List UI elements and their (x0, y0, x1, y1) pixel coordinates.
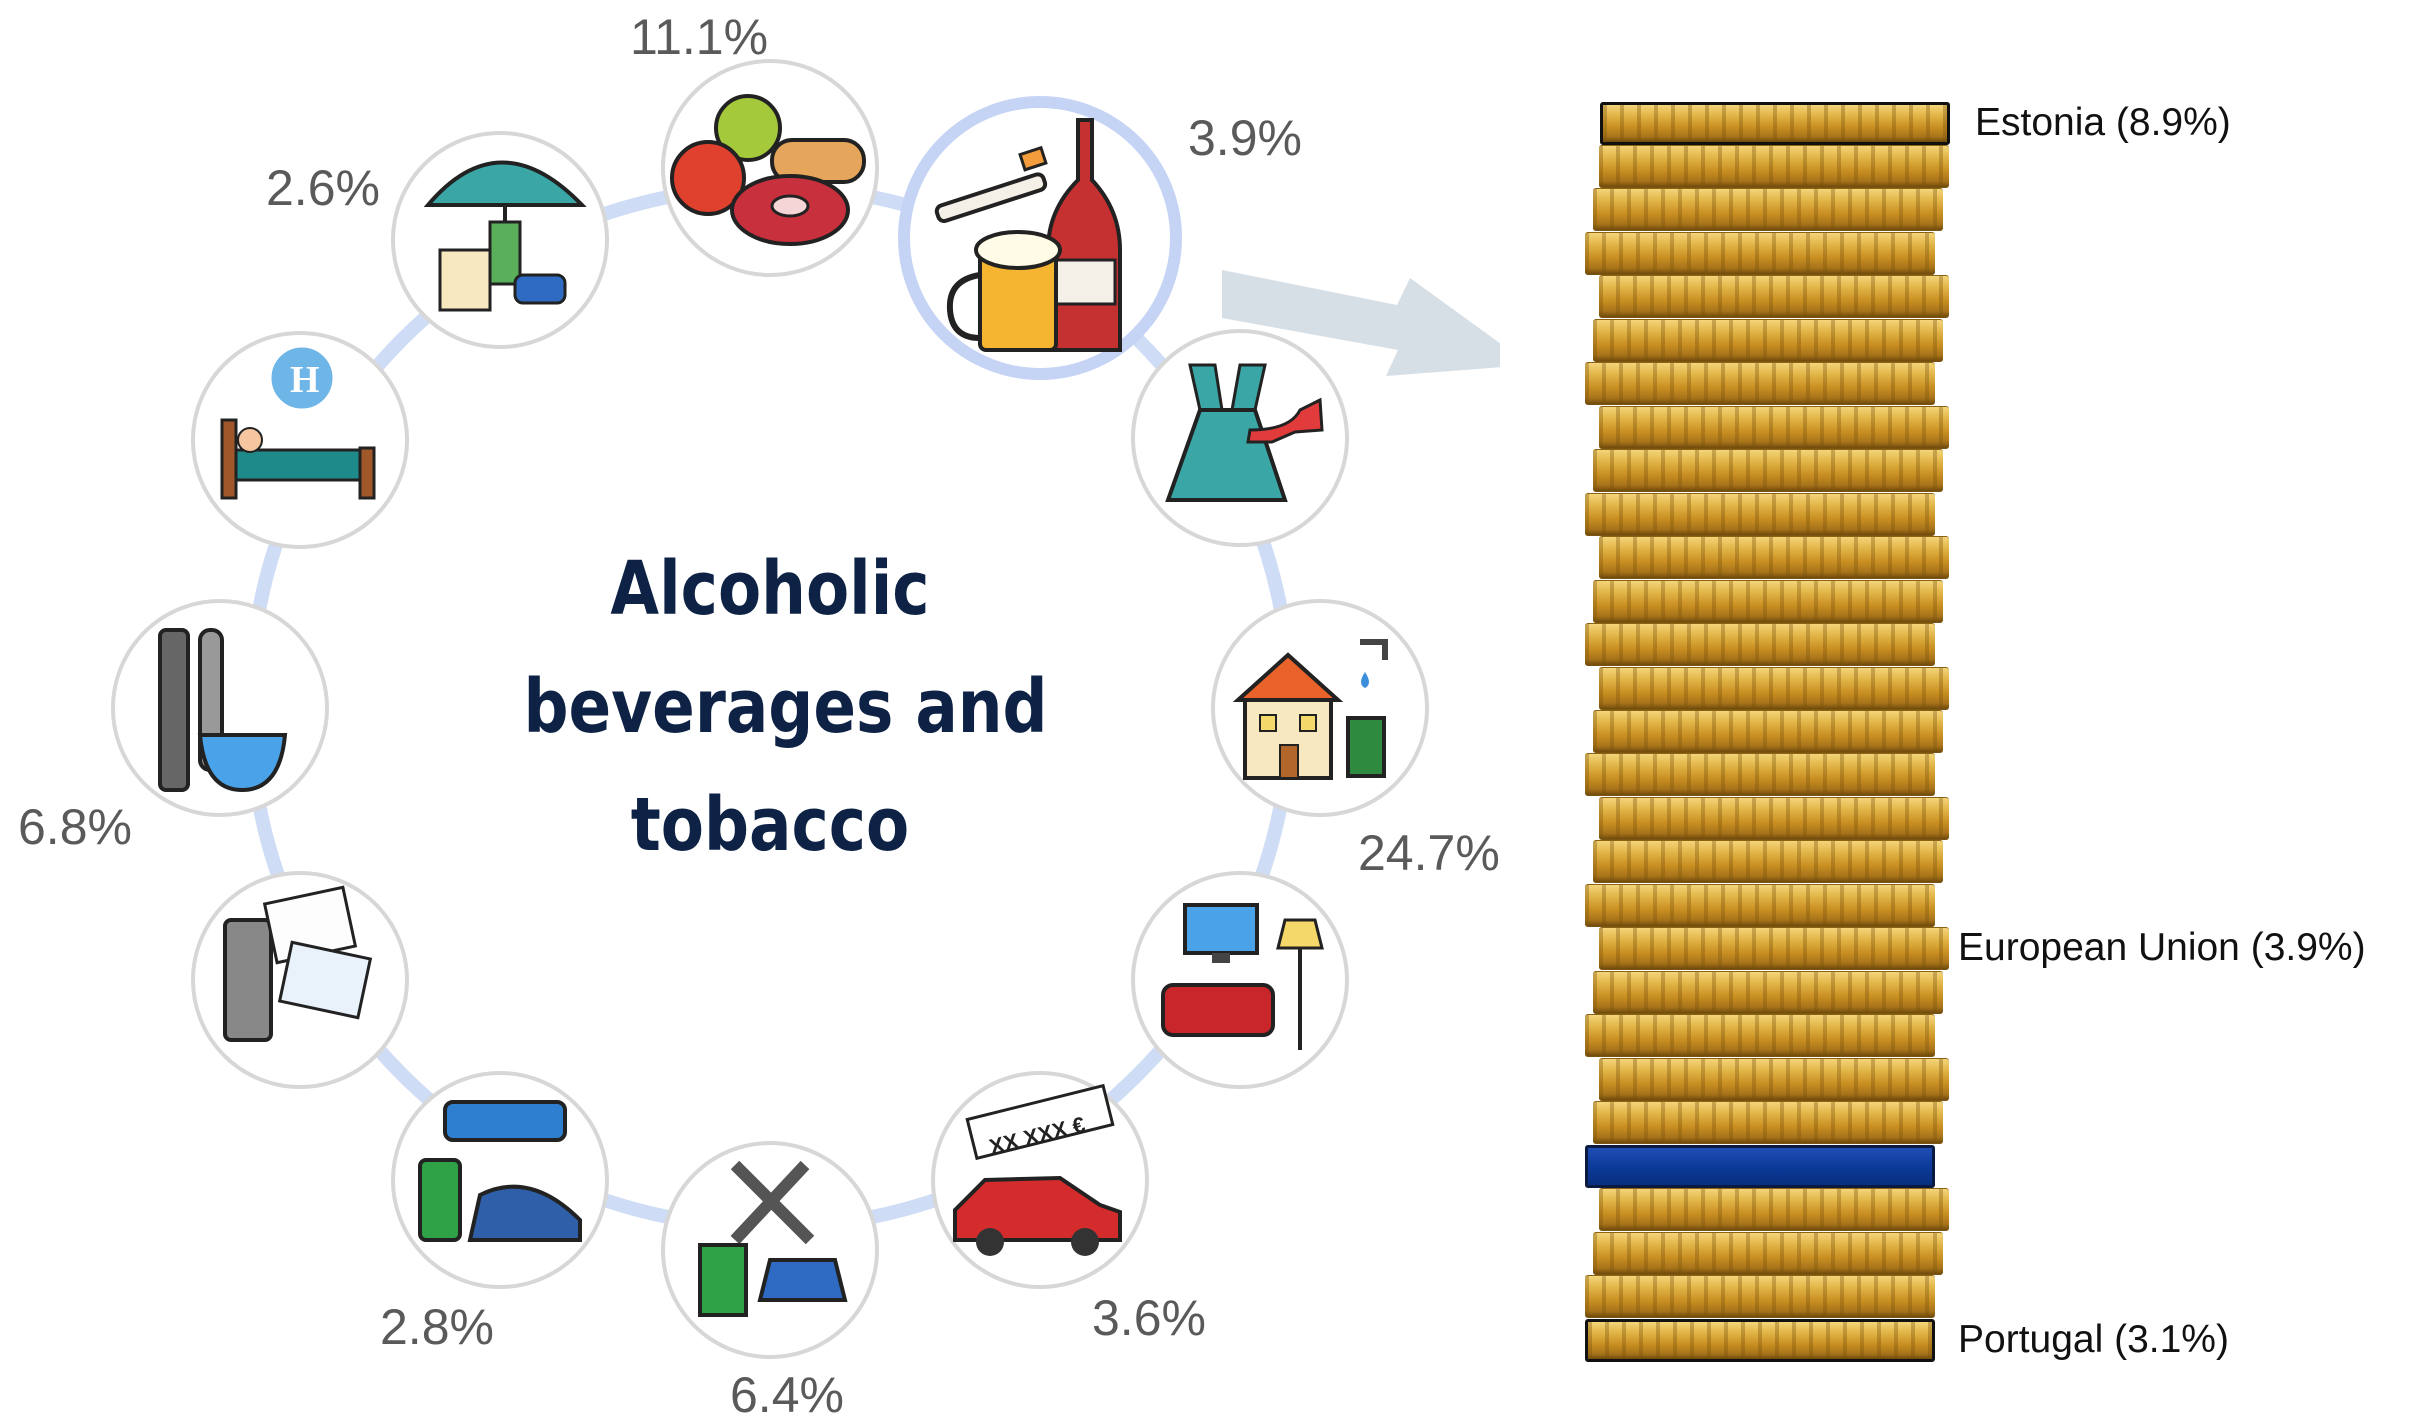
coin (1599, 1057, 1949, 1101)
coin (1593, 840, 1943, 884)
housing-icon[interactable] (1211, 599, 1429, 817)
coin (1599, 796, 1949, 840)
center-title-line2: beverages and (523, 664, 1048, 750)
coin (1593, 449, 1943, 493)
housing-share-label: 24.7% (1358, 825, 1500, 881)
food-icon[interactable] (661, 59, 879, 277)
transport-icon[interactable] (391, 1071, 609, 1289)
alcohol-tobacco-icon[interactable] (898, 96, 1182, 380)
center-title: Alcoholic beverages and tobacco (523, 530, 1048, 884)
category-ring: XX XXX € H (111, 59, 1500, 1359)
coin (1599, 405, 1949, 449)
food-share-label: 11.1% (630, 9, 769, 65)
clothing-icon[interactable] (1131, 329, 1349, 547)
insurance-share-label: 2.6% (266, 160, 380, 216)
coin (1599, 1188, 1949, 1232)
alcohol-share-label: 3.9% (1188, 110, 1302, 166)
hotel-icon[interactable]: H (191, 331, 409, 549)
communication-icon[interactable] (191, 871, 409, 1089)
coin (1585, 362, 1935, 406)
estonia-coin (1600, 101, 1950, 145)
portugal-coin (1585, 1318, 1935, 1362)
coin (1593, 710, 1943, 753)
coin (1585, 753, 1935, 797)
coin (1585, 1014, 1935, 1058)
coin (1585, 1275, 1935, 1319)
coin (1585, 492, 1935, 536)
svg-text:H: H (290, 359, 320, 401)
coin (1599, 927, 1949, 971)
eu-coin (1585, 1144, 1935, 1188)
repair-fuel-icon[interactable] (661, 1141, 879, 1359)
eu-label: European Union (3.9%) (1958, 926, 2366, 969)
portugal-label: Portugal (3.1%) (1958, 1318, 2229, 1361)
furnishings-icon[interactable] (1131, 871, 1349, 1089)
coin (1585, 231, 1935, 275)
center-title-line3: tobacco (630, 782, 910, 868)
arrow-icon (1222, 270, 1500, 376)
coin (1599, 536, 1949, 580)
coin (1599, 144, 1949, 188)
coin (1599, 666, 1949, 710)
restaurant-share-label: 6.8% (18, 799, 132, 855)
restaurant-icon[interactable] (111, 599, 329, 817)
car-share-label: 3.6% (1092, 1290, 1206, 1346)
coin (1593, 318, 1943, 362)
coin (1585, 883, 1935, 927)
coin (1585, 623, 1935, 667)
coin (1593, 579, 1943, 623)
coin (1593, 188, 1943, 232)
insurance-icon[interactable] (391, 131, 609, 349)
estonia-label: Estonia (8.9%) (1975, 101, 2231, 144)
center-title-line1: Alcoholic (610, 546, 930, 632)
coin (1593, 1101, 1943, 1145)
coin (1593, 1231, 1943, 1275)
car-price-tag-icon[interactable]: XX XXX € (931, 1071, 1149, 1289)
coin (1593, 970, 1943, 1014)
coin (1599, 275, 1949, 319)
transport-share-label: 2.8% (380, 1299, 494, 1355)
